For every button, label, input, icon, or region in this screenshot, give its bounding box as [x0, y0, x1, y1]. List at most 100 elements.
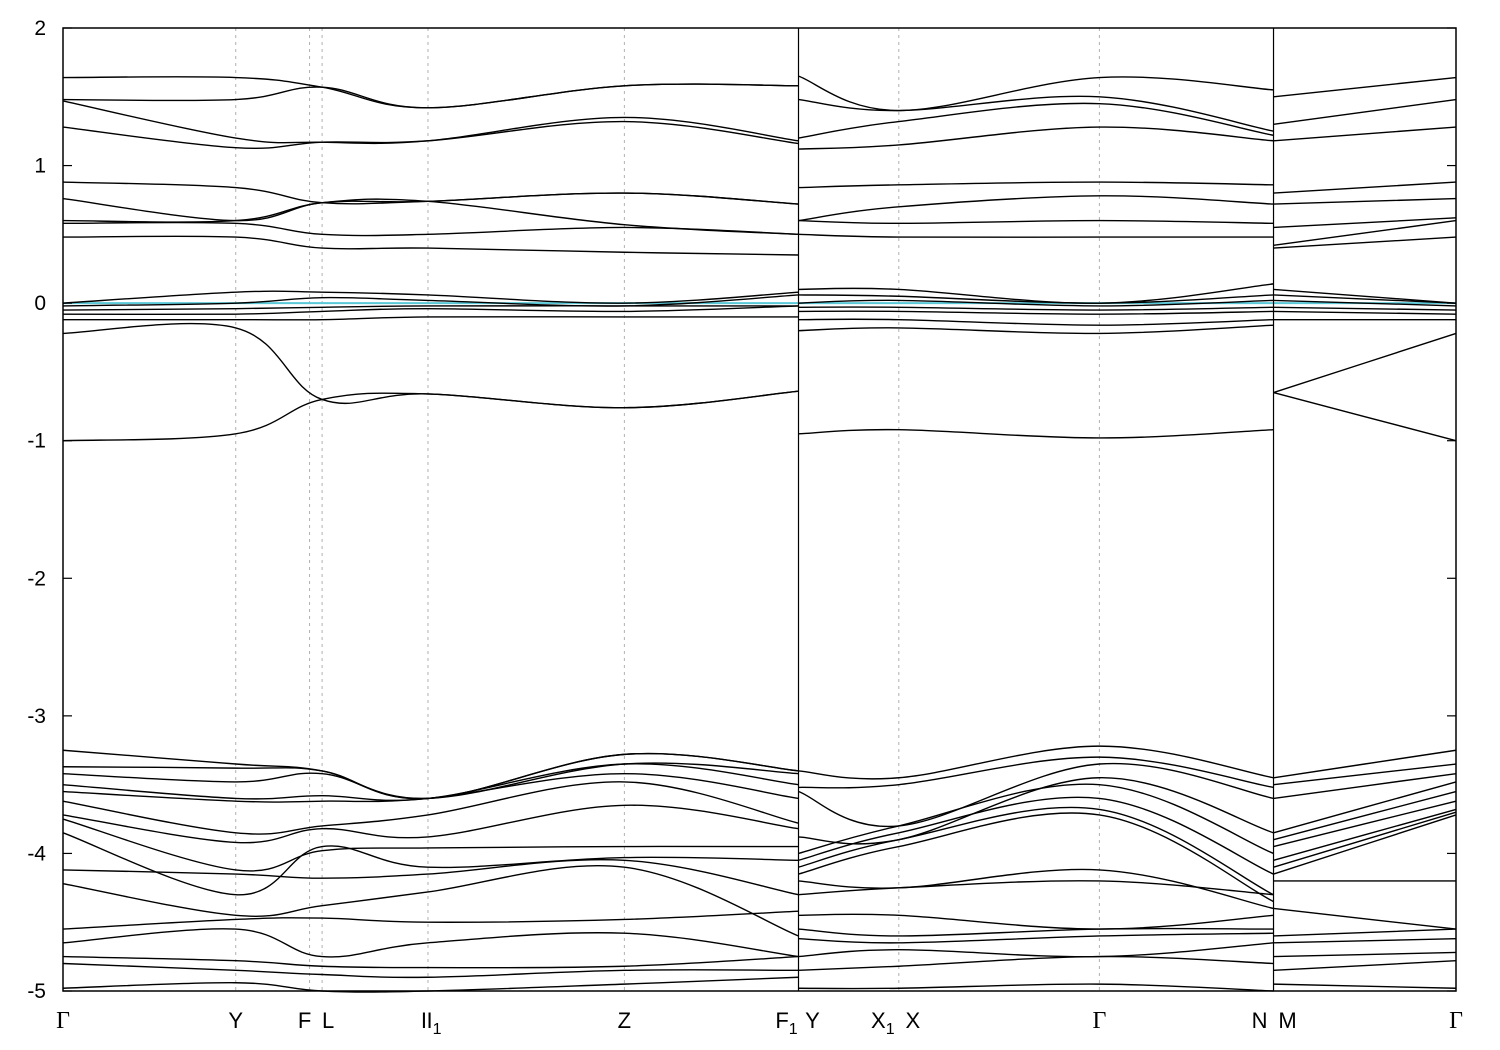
band-line	[1273, 288, 1457, 304]
band-line	[798, 880, 1274, 896]
band-line	[62, 781, 799, 835]
band-line	[1273, 181, 1457, 194]
plot-frame	[62, 27, 1457, 992]
band-line	[62, 235, 799, 256]
band-line	[62, 294, 799, 307]
x-tick-label: X1	[871, 1008, 895, 1038]
band-line	[798, 299, 1274, 307]
band-line	[798, 195, 1274, 222]
band-line	[798, 983, 1274, 992]
band-line	[62, 290, 799, 304]
band-line	[798, 310, 1274, 315]
band-line	[1273, 98, 1457, 125]
band-line	[1273, 928, 1457, 937]
band-line	[1273, 219, 1457, 247]
band-line	[798, 126, 1274, 150]
band-line	[62, 315, 799, 321]
band-line	[798, 95, 1274, 132]
band-line	[62, 749, 799, 800]
band-line	[1273, 217, 1457, 229]
x-tick-label: Γ	[1449, 1008, 1463, 1034]
y-tick-label: -3	[27, 705, 46, 728]
band-line	[798, 955, 1274, 972]
band-line	[62, 976, 799, 993]
band-line	[1273, 197, 1457, 205]
band-line	[1273, 772, 1457, 800]
x-tick-label: Γ	[1092, 1008, 1106, 1034]
band-line	[62, 197, 799, 236]
band-line	[62, 763, 799, 802]
band-line	[1273, 938, 1457, 944]
band-line	[62, 804, 799, 844]
band-line	[798, 868, 1274, 910]
tick-layer: 2 1 0 -1 -2 -3 -4 -5	[27, 17, 1456, 1003]
band-line	[1273, 814, 1457, 875]
x-tick-label: Y	[228, 1008, 243, 1033]
label-layer: Γ Y F L I I1 Z F1 Y X1 X Γ N M Γ	[56, 1008, 1463, 1038]
band-line	[798, 932, 1274, 944]
x-tick-label: X	[905, 1008, 920, 1033]
band-line	[1273, 800, 1457, 848]
band-line	[1273, 391, 1457, 442]
y-tick-label: -2	[27, 567, 46, 590]
x-tick-label: Y	[805, 1008, 820, 1033]
band-line	[1273, 811, 1457, 868]
band-line	[1273, 790, 1457, 841]
band-line	[798, 913, 1274, 930]
band-line	[1273, 907, 1457, 930]
band-line	[798, 324, 1274, 335]
band-line	[62, 181, 799, 205]
band-line	[798, 428, 1274, 439]
band-line	[62, 910, 799, 930]
x-tick-label: Γ	[56, 1008, 70, 1034]
band-line	[798, 219, 1274, 225]
x-tick-label: I	[421, 1008, 427, 1033]
band-line	[62, 818, 799, 872]
band-line	[62, 859, 799, 896]
band-line	[798, 777, 1274, 845]
band-line	[1273, 310, 1457, 315]
band-line	[798, 233, 1274, 239]
band-line	[798, 745, 1274, 780]
band-line	[1273, 951, 1457, 958]
band-line	[798, 75, 1274, 112]
y-tick-label: -5	[27, 980, 46, 1003]
x-tick-label: F	[298, 1008, 311, 1033]
band-line	[62, 864, 799, 937]
band-line	[798, 927, 1274, 937]
y-tick-label: 0	[34, 292, 46, 315]
y-tick-label: -4	[27, 842, 46, 865]
x-tick-label: I1	[426, 1008, 441, 1038]
band-line	[798, 181, 1274, 189]
y-tick-label: 1	[34, 155, 46, 178]
band-line	[798, 102, 1274, 139]
x-tick-label: N	[1252, 1008, 1268, 1033]
band-line	[1273, 306, 1457, 311]
band-line	[62, 76, 799, 109]
band-line	[62, 100, 799, 145]
y-tick-label: -1	[27, 430, 46, 453]
band-line	[1273, 236, 1457, 249]
band-line	[62, 305, 799, 316]
band-line	[798, 942, 1274, 958]
band-line	[798, 812, 1274, 903]
band-line	[62, 305, 799, 311]
x-tick-label: L	[322, 1008, 334, 1033]
band-line	[798, 294, 1274, 304]
band-layer	[62, 28, 1457, 993]
band-line	[1273, 299, 1457, 307]
band-line	[798, 318, 1274, 326]
band-line	[798, 796, 1274, 875]
band-line	[798, 783, 1274, 855]
band-line	[1273, 781, 1457, 834]
band-line	[798, 806, 1274, 896]
x-tick-label: F1	[775, 1008, 797, 1038]
band-line	[1273, 808, 1457, 861]
band-line	[62, 322, 799, 409]
band-line	[798, 756, 1274, 789]
band-line	[798, 762, 1274, 828]
x-tick-label: Z	[618, 1008, 631, 1033]
band-line	[62, 928, 799, 958]
band-line	[1273, 960, 1457, 972]
